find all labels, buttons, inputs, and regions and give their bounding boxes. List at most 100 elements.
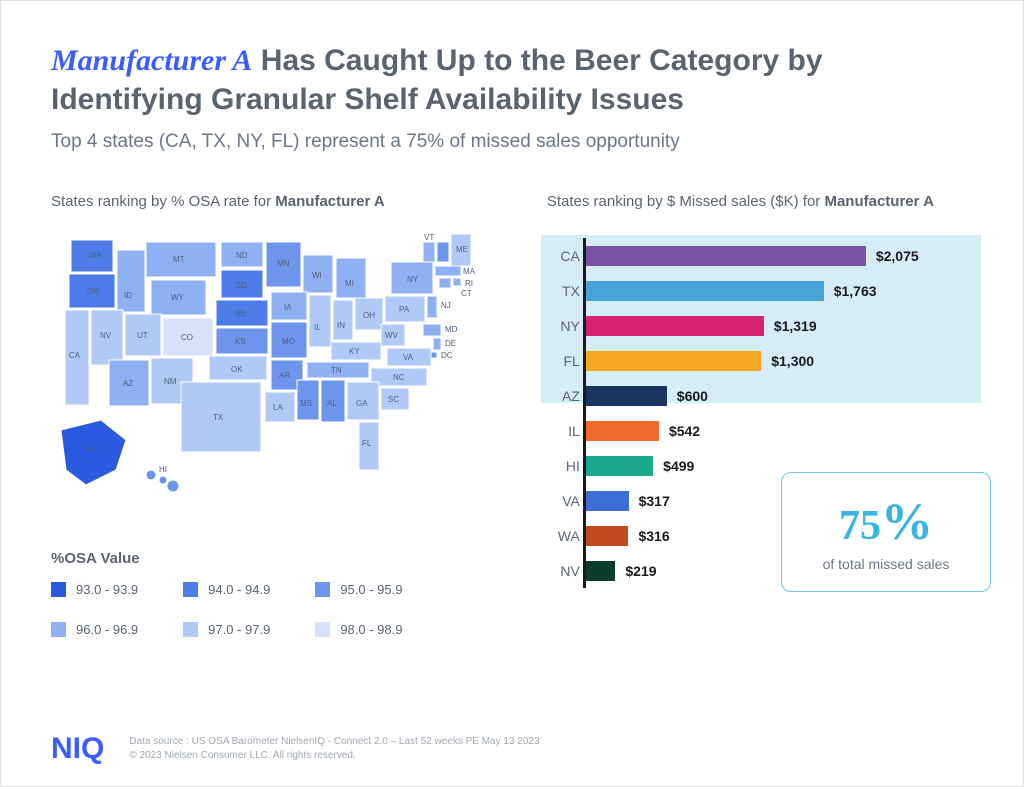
state-sd [221,270,263,298]
svg-text:MD: MD [445,325,458,334]
state-il [309,295,331,347]
svg-text:DC: DC [441,351,453,360]
bar-state-label: WA [544,528,580,544]
state-al [321,380,345,422]
bar-row: VA$317 [586,483,973,518]
bar-state-label: TX [544,283,580,299]
bar-rect [586,351,761,371]
bar-row: CA$2,075 [586,238,973,273]
state-fl [359,422,379,470]
state-mn [266,242,301,287]
state-sc [381,388,409,410]
state-nv [91,310,123,365]
bar-state-label: IL [544,423,580,439]
bar-rect [586,561,616,581]
state-wv [381,324,405,346]
bar-rect [586,421,659,441]
svg-text:CT: CT [461,289,472,298]
state-ms [297,380,319,420]
bar-value-label: $219 [625,563,656,579]
bar-value-label: $600 [677,388,708,404]
bar-label-bold: Manufacturer A [824,193,933,210]
legend-swatch [51,622,66,637]
footer-line1: Data source : US OSA Barometer NielsenIQ… [129,735,539,749]
title-highlight: Manufacturer A [51,44,252,77]
state-ks [216,328,268,354]
bar-column: States ranking by $ Missed sales ($K) fo… [547,193,973,637]
state-az [109,360,149,406]
state-ne [216,300,268,326]
bar-state-label: HI [544,458,580,474]
state-ky [331,342,381,360]
state-mt [146,242,216,277]
legend-item: 95.0 - 95.9 [315,582,402,597]
svg-text:MA: MA [463,267,476,276]
page-title: Manufacturer A Has Caught Up to the Beer… [51,41,973,119]
state-nj [427,296,437,318]
state-nh [437,242,449,262]
state-ga [347,382,379,420]
state-in [333,300,353,340]
state-pa [385,296,425,322]
page-subtitle: Top 4 states (CA, TX, NY, FL) represent … [51,131,973,153]
legend-item: 93.0 - 93.9 [51,582,138,597]
state-ca [65,310,89,405]
bar-value-label: $542 [669,423,700,439]
bar-value-label: $317 [639,493,670,509]
us-map: WA MT ND MN WI MI VT NH ME OR ID WY SD N… [51,230,517,540]
legend-item: 98.0 - 98.9 [315,622,402,637]
state-or [69,274,115,308]
bar-row: AZ$600 [586,378,973,413]
state-hi [146,470,156,480]
legend-label: 94.0 - 94.9 [208,582,270,597]
state-va [387,348,431,366]
state-ny [391,262,433,294]
legend-label: 98.0 - 98.9 [340,622,402,637]
state-dc [431,352,437,358]
legend-item: 94.0 - 94.9 [183,582,270,597]
footer-note: Data source : US OSA Barometer NielsenIQ… [129,735,539,763]
bar-rect [586,281,824,301]
svg-text:DE: DE [445,339,456,348]
legend-swatch [183,622,198,637]
bar-row: HI$499 [586,448,973,483]
state-ri [453,278,461,286]
legend-label: 97.0 - 97.9 [208,622,270,637]
bar-rect [586,456,653,476]
map-column: States ranking by % OSA rate for Manufac… [51,193,517,637]
bar-rect [586,316,764,336]
state-me [451,234,471,266]
bar-rect [586,386,667,406]
svg-text:NJ: NJ [441,301,451,310]
legend-swatch [315,582,330,597]
page-footer: NIQ Data source : US OSA Barometer Niels… [51,732,540,766]
svg-text:RI: RI [465,279,473,288]
state-ut [125,314,161,356]
state-hi-3 [167,480,179,492]
bar-value-label: $1,300 [771,353,814,369]
state-mo [271,322,307,358]
state-mi [336,258,366,298]
state-de [433,338,441,350]
bar-row: IL$542 [586,413,973,448]
legend-item: 96.0 - 96.9 [51,622,138,637]
state-id [117,250,145,312]
missed-sales-bar-chart: CA$2,075TX$1,763NY$1,319FL$1,300AZ$600IL… [547,230,973,588]
legend-label: 96.0 - 96.9 [76,622,138,637]
legend-item: 97.0 - 97.9 [183,622,270,637]
footer-line2: © 2023 Nielsen Consumer LLC. All rights … [129,749,539,763]
bar-rect [586,246,866,266]
bar-value-label: $316 [638,528,669,544]
legend-swatch [183,582,198,597]
bar-row: NY$1,319 [586,308,973,343]
state-nd [221,242,263,267]
map-label-bold: Manufacturer A [275,193,384,210]
state-co [163,318,213,356]
legend-label: 93.0 - 93.9 [76,582,138,597]
bar-value-label: $499 [663,458,694,474]
bar-value-label: $1,319 [774,318,817,334]
us-map-svg: WA MT ND MN WI MI VT NH ME OR ID WY SD N… [51,230,511,520]
bar-state-label: NV [544,563,580,579]
bar-row: FL$1,300 [586,343,973,378]
bar-rect [586,491,629,511]
